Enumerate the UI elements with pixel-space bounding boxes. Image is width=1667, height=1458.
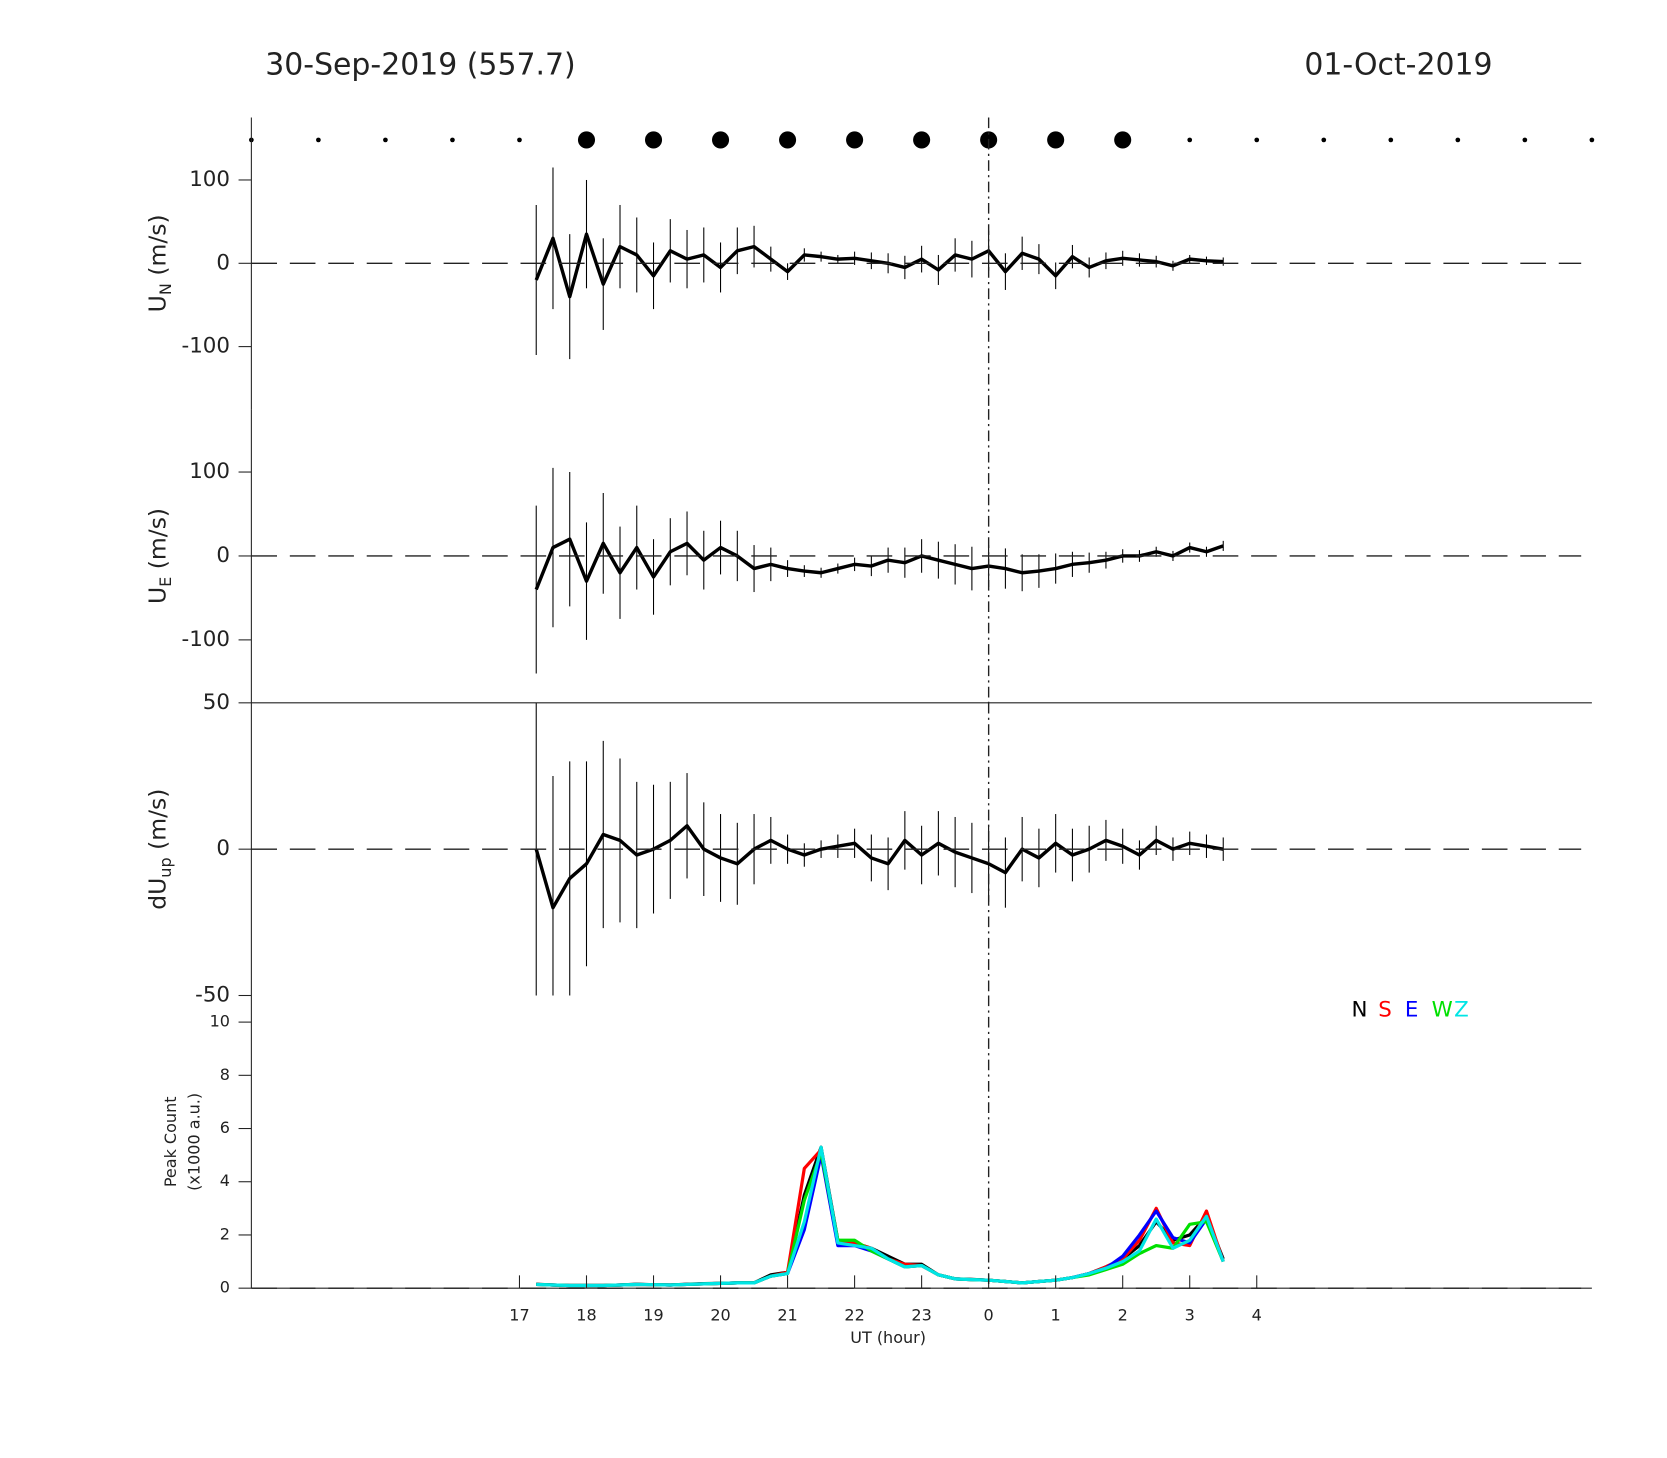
y-label-sub: up [155, 857, 174, 877]
legend-entry: N [1352, 997, 1368, 1022]
data-line [536, 1145, 1225, 1288]
plot-area [534, 167, 1224, 360]
y-label-space [143, 276, 171, 283]
coverage-dot [1589, 137, 1595, 143]
coverage-dot [1254, 137, 1260, 143]
y-tick-label: 4 [220, 1171, 230, 1190]
x-tick-label: 21 [777, 1305, 797, 1324]
coverage-dot [1187, 137, 1193, 143]
y-tick-label: -100 [182, 627, 230, 652]
coverage-dot [913, 131, 931, 149]
coverage-dot [577, 131, 596, 149]
x-tick-label: 2 [1118, 1305, 1128, 1324]
x-tick-label: 4 [1252, 1305, 1262, 1324]
x-tick-label: 3 [1185, 1305, 1195, 1324]
legend-entry: W [1432, 997, 1453, 1022]
coverage-dot [1522, 137, 1528, 143]
data-line [534, 537, 1224, 591]
coverage-dot [383, 137, 388, 143]
title-right: 01-Oct-2019 [1304, 48, 1492, 83]
y-axis-label: UE (m/s) [143, 508, 174, 604]
data-line [534, 824, 1224, 910]
coverage-dot [1047, 131, 1065, 149]
plot-area [534, 702, 1224, 996]
y-label-sub: N [155, 283, 174, 295]
x-tick-label: 23 [911, 1305, 931, 1324]
plot-area [536, 1145, 1225, 1288]
x-tick-label: 18 [576, 1305, 596, 1324]
legend-entry: E [1405, 997, 1419, 1022]
coverage-dot [1388, 137, 1394, 143]
y-label-unit: (m/s) [143, 508, 171, 569]
x-tick-label: 17 [509, 1305, 529, 1324]
y-tick-label: 0 [220, 1278, 230, 1297]
y-label-unit: (m/s) [143, 789, 171, 850]
y-tick-label: 6 [220, 1118, 230, 1137]
coverage-dot [779, 131, 797, 149]
legend-entry: Z [1454, 997, 1469, 1022]
y-tick-label: 8 [220, 1065, 230, 1084]
y-label-main: dU [143, 878, 171, 910]
y-label-unit: (m/s) [143, 214, 171, 275]
y-label-space [143, 850, 171, 857]
y-label-main: U [143, 587, 171, 604]
y-axis-label: Peak Count [161, 1096, 180, 1187]
y-label-main: U [143, 295, 171, 312]
y-tick-label: 50 [203, 690, 230, 715]
x-axis-label: UT (hour) [850, 1328, 926, 1347]
y-axis-label-2: (x1000 a.u.) [184, 1093, 203, 1191]
y-tick-label: 0 [216, 250, 230, 275]
y-tick-label: 0 [216, 836, 230, 861]
y-tick-label: 100 [189, 167, 230, 192]
y-axis-label: dUup (m/s) [143, 789, 174, 910]
coverage-dot [1114, 131, 1132, 149]
y-tick-label: -50 [195, 982, 230, 1007]
coverage-dot [846, 131, 864, 149]
x-tick-label: 19 [643, 1305, 663, 1324]
x-tick-label: 0 [984, 1305, 994, 1324]
y-tick-label: -100 [182, 334, 230, 359]
data-line [534, 232, 1224, 299]
data-line [536, 1150, 1225, 1288]
y-tick-label: 0 [216, 543, 230, 568]
y-label-sub: E [155, 577, 174, 587]
coverage-dot [450, 137, 455, 143]
plot-area [534, 467, 1224, 674]
y-tick-label: 10 [210, 1012, 230, 1031]
coverage-dot [1455, 137, 1461, 143]
y-axis-label: UN (m/s) [143, 214, 174, 312]
y-label-space [143, 569, 171, 576]
coverage-dot [644, 131, 663, 149]
y-tick-label: 2 [220, 1224, 230, 1243]
x-tick-label: 1 [1051, 1305, 1061, 1324]
x-tick-label: 22 [844, 1305, 864, 1324]
y-tick-label: 100 [189, 459, 230, 484]
coverage-dot [1321, 137, 1327, 143]
legend-entry: S [1378, 997, 1392, 1022]
x-tick-label: 20 [710, 1305, 730, 1324]
title-left: 30-Sep-2019 (557.7) [265, 48, 575, 83]
coverage-dot [517, 137, 522, 143]
coverage-dot [712, 131, 730, 149]
coverage-dot [316, 137, 321, 143]
